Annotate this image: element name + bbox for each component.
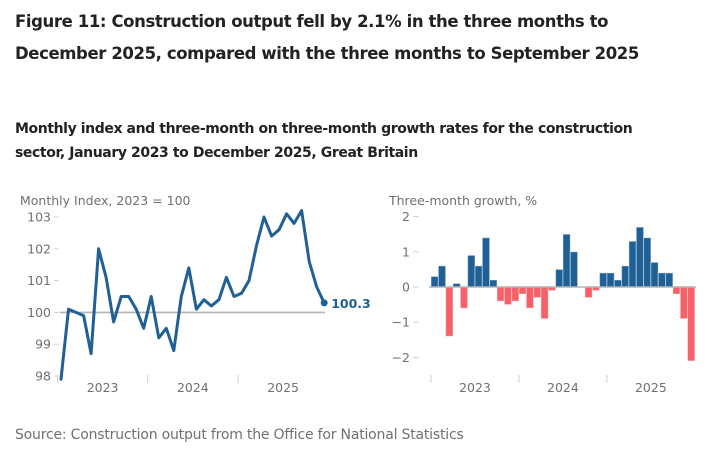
line-chart-x-axis: 2023 2024 2025 [57,375,299,395]
bar-apr-2024 [540,286,549,320]
bar-oct-2024 [584,286,593,299]
bar-nov-2023 [503,286,513,306]
bar-oct-2025 [672,286,681,295]
y-tick-label: −2 [392,350,410,365]
bar-nov-2025 [679,286,689,320]
end-point-label: 100.3 [331,296,371,311]
x-tick-label: 2025 [267,380,299,395]
bar-jul-2024 [562,233,571,288]
bar-jan-2025 [606,272,615,288]
y-tick-label: 100 [27,305,51,320]
line-chart-y-axis: 103 102 101 100 99 98 [27,210,59,384]
bar-jul-2025 [650,261,659,288]
x-tick-label: 2023 [87,380,119,395]
bar-sep-2025 [665,272,674,288]
bar-may-2025 [635,226,645,288]
y-tick-label: 1 [402,244,410,259]
bar-mar-2024 [533,286,542,299]
bar-feb-2024 [525,286,535,309]
figure-subtitle: Monthly index and three-month on three-m… [15,121,633,161]
bar-chart-y-axis: 2 1 0 −1 −2 [392,209,419,365]
y-tick-label: 98 [35,369,51,384]
source-note: Source: Construction output from the Off… [15,427,464,443]
bar-aug-2025 [657,272,667,288]
line-chart: Monthly Index, 2023 = 100 103 102 101 100 99… [20,193,371,395]
bar-dec-2024 [599,272,608,288]
bar-chart-x-axis: 2023 2024 2025 [430,375,667,395]
y-tick-label: 101 [27,273,51,288]
bar-oct-2023 [496,286,505,302]
x-tick-label: 2023 [459,380,491,395]
bar-jun-2023 [467,254,476,288]
y-tick-label: 103 [27,210,51,225]
bar-jun-2024 [555,268,564,288]
bar-chart: Three-month growth, % 210−1−2 2023 2024 20… [388,193,696,395]
bar-dec-2025 [687,286,696,362]
bar-may-2023 [459,286,469,309]
bar-series [430,226,696,362]
bar-sep-2023 [489,279,498,288]
bar-jan-2023 [430,275,439,288]
bar-mar-2025 [621,265,630,288]
bar-dec-2023 [511,286,520,302]
bar-jul-2023 [474,265,483,288]
bar-aug-2024 [569,251,579,288]
x-tick-label: 2025 [635,380,667,395]
y-tick-label: 2 [402,209,410,224]
x-tick-label: 2024 [177,380,209,395]
bar-jun-2025 [643,237,652,288]
line-chart-y-title: Monthly Index, 2023 = 100 [20,193,191,208]
bar-feb-2023 [437,265,447,288]
y-tick-label: 0 [402,280,410,295]
monthly-index-line [59,209,326,381]
bar-aug-2023 [481,237,491,288]
figure-title: Figure 11: Construction output fell by 2… [15,12,639,63]
bar-feb-2025 [613,279,623,288]
y-tick-label: 99 [35,337,51,352]
bar-apr-2025 [628,240,637,288]
y-tick-label: −1 [392,315,410,330]
end-point-marker [320,299,328,307]
bar-mar-2023 [445,286,454,337]
x-tick-label: 2024 [547,380,579,395]
y-tick-label: 102 [27,241,51,256]
bar-jan-2024 [518,286,527,295]
bar-chart-y-title: Three-month growth, % [388,193,537,208]
